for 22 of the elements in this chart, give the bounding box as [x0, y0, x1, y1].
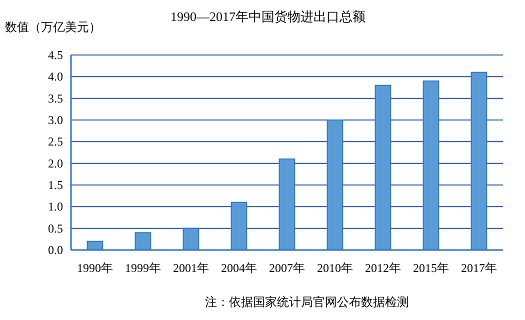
y-tick-label: 3.5	[48, 91, 63, 106]
x-tick-label: 2004年	[221, 261, 257, 275]
y-tick-label: 4.5	[48, 48, 63, 62]
y-tick-label: 1.5	[48, 178, 63, 192]
chart-title: 1990—2017年中国货物进出口总额	[170, 9, 366, 24]
y-tick-label: 2.5	[48, 134, 63, 149]
text: 注：依据国家统计局官网公布数据检测	[205, 295, 409, 309]
y-tick-label: 1.0	[48, 200, 63, 214]
y-tick-label: 2.0	[48, 156, 63, 170]
y-axis-title: 数值（万亿美元）	[5, 20, 101, 34]
x-tick-label: 2015年	[413, 261, 449, 275]
y-tick-label: 3.0	[48, 113, 63, 127]
x-tick-label: 1999年	[125, 261, 161, 275]
x-tick-label: 2001年	[173, 261, 209, 275]
x-tick-label: 2017年	[461, 261, 497, 275]
x-tick-label: 2007年	[269, 261, 305, 275]
y-tick-label: 0.0	[48, 243, 63, 257]
y-tick-label: 0.5	[48, 221, 63, 236]
x-tick-label: 1990年	[77, 261, 113, 275]
y-tick-label: 4.0	[48, 70, 63, 84]
x-tick-label: 2010年	[317, 261, 353, 275]
x-tick-label: 2012年	[365, 261, 401, 275]
